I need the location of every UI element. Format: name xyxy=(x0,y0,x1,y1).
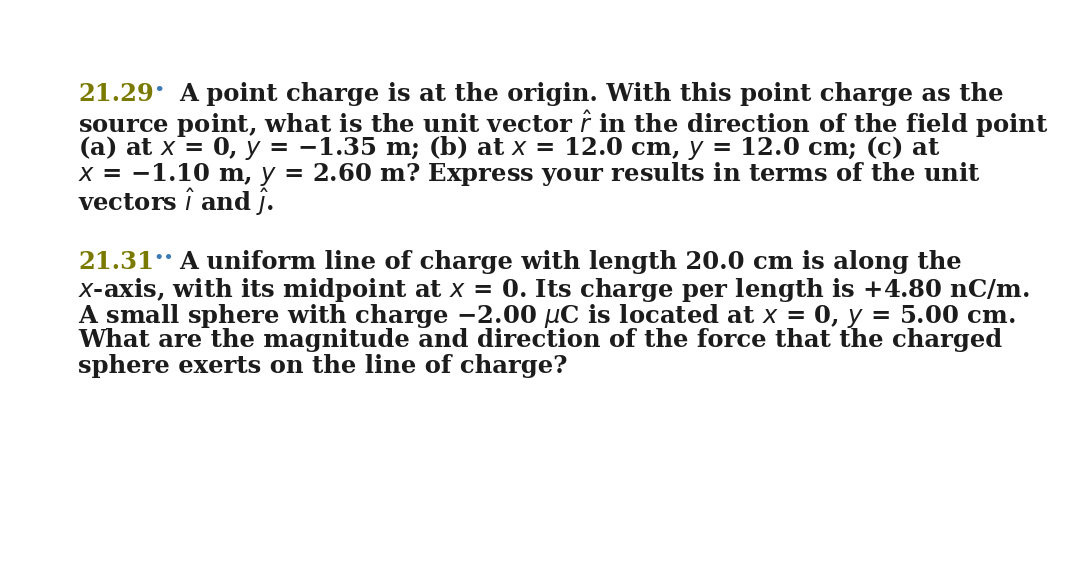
Text: A small sphere with charge −2.00 $\mu$C is located at $x$ = 0, $y$ = 5.00 cm.: A small sphere with charge −2.00 $\mu$C … xyxy=(78,302,1015,330)
Text: source point, what is the unit vector $\hat{r}$ in the direction of the field po: source point, what is the unit vector $\… xyxy=(78,108,1049,140)
Text: vectors $\hat{\imath}$ and $\hat{\jmath}$.: vectors $\hat{\imath}$ and $\hat{\jmath}… xyxy=(78,186,274,218)
Text: What are the magnitude and direction of the force that the charged: What are the magnitude and direction of … xyxy=(78,328,1002,352)
Text: $x$ = −1.10 m, $y$ = 2.60 m? Express your results in terms of the unit: $x$ = −1.10 m, $y$ = 2.60 m? Express you… xyxy=(78,160,981,188)
Text: A uniform line of charge with length 20.0 cm is along the: A uniform line of charge with length 20.… xyxy=(179,250,961,274)
Text: 21.31: 21.31 xyxy=(78,250,153,274)
Text: •: • xyxy=(153,82,164,100)
Text: (a) at $x$ = 0, $y$ = −1.35 m; (b) at $x$ = 12.0 cm, $y$ = 12.0 cm; (c) at: (a) at $x$ = 0, $y$ = −1.35 m; (b) at $x… xyxy=(78,134,941,162)
Text: 21.29: 21.29 xyxy=(78,82,153,106)
Text: A point charge is at the origin. With this point charge as the: A point charge is at the origin. With th… xyxy=(179,82,1003,106)
Text: sphere exerts on the line of charge?: sphere exerts on the line of charge? xyxy=(78,354,567,378)
Text: $x$-axis, with its midpoint at $x$ = 0. Its charge per length is +4.80 nC/m.: $x$-axis, with its midpoint at $x$ = 0. … xyxy=(78,276,1029,304)
Text: ••: •• xyxy=(153,250,174,267)
